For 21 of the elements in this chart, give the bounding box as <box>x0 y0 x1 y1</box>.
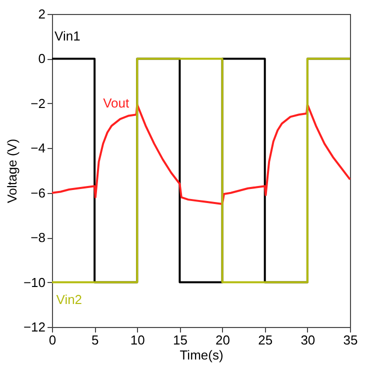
x-tick-label: 35 <box>343 332 358 348</box>
x-tick-label: 20 <box>216 332 230 348</box>
y-tick-label: −8 <box>30 230 46 246</box>
x-tick-label: 0 <box>48 332 56 348</box>
y-tick-label: −10 <box>23 274 46 290</box>
y-tick-label: −12 <box>23 320 46 334</box>
x-tick-label: 25 <box>258 332 273 348</box>
x-tick-label: 5 <box>91 332 99 348</box>
y-tick-label: 0 <box>38 51 46 66</box>
x-tick-label: 10 <box>130 332 145 348</box>
series-label: Vin2 <box>56 292 82 308</box>
y-tick-label: −2 <box>30 96 46 111</box>
x-tick-label: 15 <box>172 332 188 348</box>
series-label: Vout <box>103 95 130 110</box>
y-axis-title: Voltage (V) <box>4 138 20 204</box>
x-tick-label: 30 <box>300 332 316 348</box>
y-tick-label: −4 <box>30 140 46 156</box>
series-label: Vin1 <box>54 28 80 44</box>
y-tick-label: 2 <box>38 6 46 22</box>
x-axis-title: Time(s) <box>180 348 224 362</box>
y-tick-label: −6 <box>30 185 46 200</box>
